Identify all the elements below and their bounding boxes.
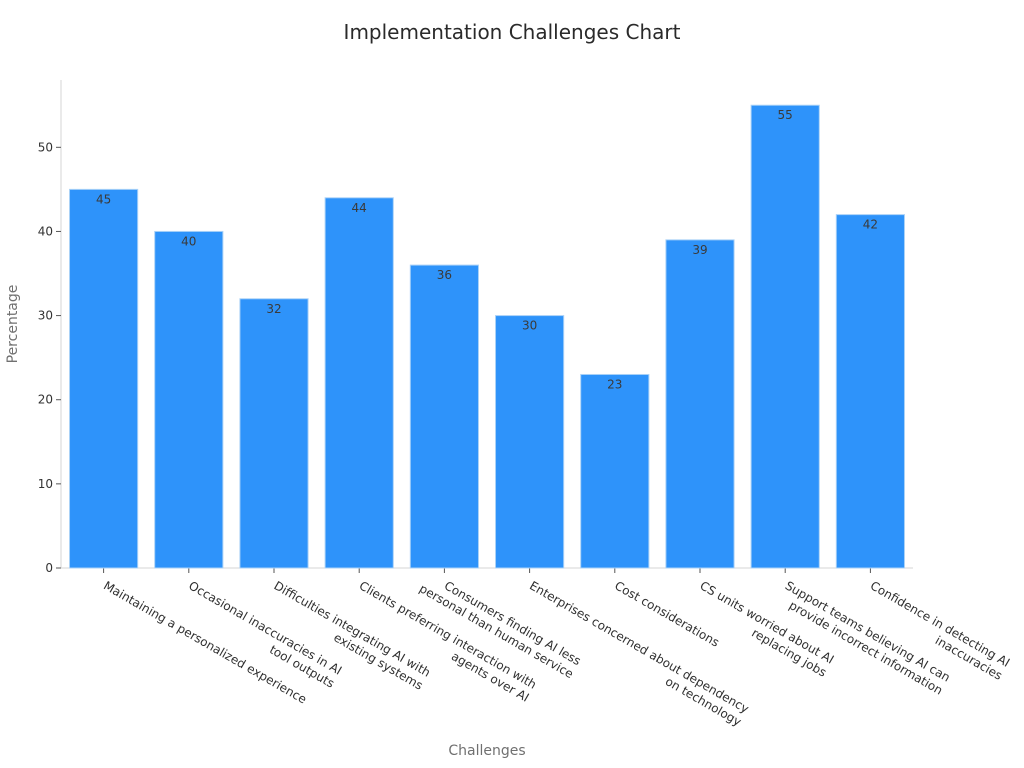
bar-value-label: 45 (96, 192, 111, 206)
y-tick-label: 30 (38, 309, 53, 323)
bars (69, 104, 905, 569)
bar (69, 188, 139, 569)
bar-value-label: 55 (778, 108, 793, 122)
y-tick-label: 20 (38, 393, 53, 407)
bar (495, 315, 565, 569)
bar (409, 264, 479, 569)
bar-value-label: 40 (181, 234, 196, 248)
y-tick-label: 50 (38, 140, 53, 154)
bar-value-label: 42 (863, 218, 878, 232)
x-axis (61, 567, 913, 573)
bar-value-label: 39 (692, 243, 707, 257)
bar-value-label: 23 (607, 377, 622, 391)
y-tick-label: 10 (38, 477, 53, 491)
y-tick-label: 0 (45, 561, 53, 575)
bar (580, 373, 650, 569)
bar (324, 197, 394, 569)
y-axis: 0 10 20 30 40 50 (38, 80, 62, 575)
y-tick-label: 40 (38, 224, 53, 238)
chart-title: Implementation Challenges Chart (343, 20, 681, 44)
bar-value-label: 44 (352, 201, 367, 215)
bar-value-label: 32 (266, 302, 281, 316)
bar (750, 104, 820, 569)
bar-value-labels: 45 40 32 44 36 30 23 39 55 42 (96, 108, 878, 391)
x-tick-label-line: Occasional inaccuracies in AI (186, 578, 344, 677)
bar (835, 214, 905, 569)
bar-value-label: 36 (437, 268, 452, 282)
bar (239, 298, 309, 569)
y-axis-title: Percentage (5, 285, 21, 364)
bar-value-label: 30 (522, 319, 537, 333)
bar (154, 230, 224, 569)
bar (665, 239, 735, 569)
x-axis-title: Challenges (448, 743, 525, 759)
category-labels: Maintaining a personalized experienceOcc… (101, 578, 1012, 729)
